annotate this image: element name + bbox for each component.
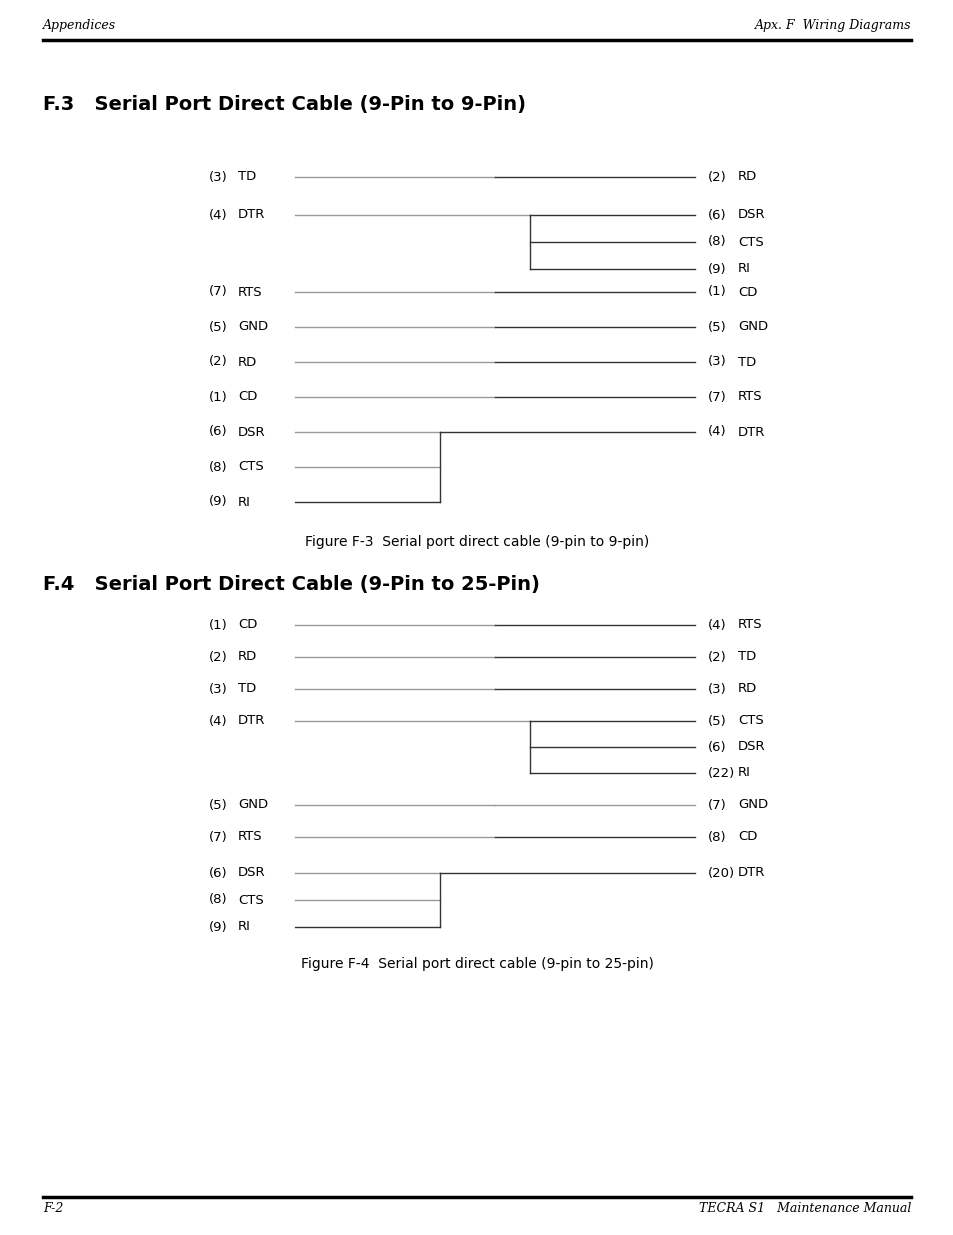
Text: GND: GND bbox=[237, 799, 268, 811]
Text: CTS: CTS bbox=[237, 461, 263, 473]
Text: CTS: CTS bbox=[738, 236, 763, 248]
Text: (1): (1) bbox=[209, 390, 228, 404]
Text: RTS: RTS bbox=[237, 285, 262, 299]
Text: (6): (6) bbox=[209, 867, 228, 879]
Text: DTR: DTR bbox=[738, 867, 764, 879]
Text: (5): (5) bbox=[707, 321, 726, 333]
Text: CTS: CTS bbox=[738, 715, 763, 727]
Text: (6): (6) bbox=[209, 426, 228, 438]
Text: (3): (3) bbox=[707, 356, 726, 368]
Text: (9): (9) bbox=[209, 920, 228, 934]
Text: F.4   Serial Port Direct Cable (9-Pin to 25-Pin): F.4 Serial Port Direct Cable (9-Pin to 2… bbox=[43, 576, 539, 594]
Text: (5): (5) bbox=[209, 799, 228, 811]
Text: RI: RI bbox=[738, 767, 750, 779]
Text: (1): (1) bbox=[209, 619, 228, 631]
Text: RD: RD bbox=[738, 683, 757, 695]
Text: F.3   Serial Port Direct Cable (9-Pin to 9-Pin): F.3 Serial Port Direct Cable (9-Pin to 9… bbox=[43, 95, 525, 114]
Text: (5): (5) bbox=[707, 715, 726, 727]
Text: DSR: DSR bbox=[237, 426, 265, 438]
Text: GND: GND bbox=[738, 321, 767, 333]
Text: (20): (20) bbox=[707, 867, 735, 879]
Text: DTR: DTR bbox=[237, 715, 265, 727]
Text: (2): (2) bbox=[209, 356, 228, 368]
Text: Figure F-3  Serial port direct cable (9-pin to 9-pin): Figure F-3 Serial port direct cable (9-p… bbox=[305, 535, 648, 550]
Text: (9): (9) bbox=[707, 263, 726, 275]
Text: (8): (8) bbox=[209, 461, 228, 473]
Text: F-2: F-2 bbox=[43, 1202, 63, 1215]
Text: (3): (3) bbox=[209, 170, 228, 184]
Text: (7): (7) bbox=[209, 285, 228, 299]
Text: (7): (7) bbox=[707, 390, 726, 404]
Text: (5): (5) bbox=[209, 321, 228, 333]
Text: (6): (6) bbox=[707, 741, 726, 753]
Text: DTR: DTR bbox=[738, 426, 764, 438]
Text: (6): (6) bbox=[707, 209, 726, 221]
Text: (2): (2) bbox=[707, 170, 726, 184]
Text: (7): (7) bbox=[707, 799, 726, 811]
Text: Appendices: Appendices bbox=[43, 19, 116, 32]
Text: (4): (4) bbox=[707, 426, 726, 438]
Text: (8): (8) bbox=[707, 236, 726, 248]
Text: CD: CD bbox=[738, 830, 757, 844]
Text: RTS: RTS bbox=[738, 390, 761, 404]
Text: (3): (3) bbox=[209, 683, 228, 695]
Text: (22): (22) bbox=[707, 767, 735, 779]
Text: (3): (3) bbox=[707, 683, 726, 695]
Text: (4): (4) bbox=[707, 619, 726, 631]
Text: RD: RD bbox=[237, 651, 257, 663]
Text: Apx. F  Wiring Diagrams: Apx. F Wiring Diagrams bbox=[754, 19, 910, 32]
Text: CD: CD bbox=[237, 390, 257, 404]
Text: Figure F-4  Serial port direct cable (9-pin to 25-pin): Figure F-4 Serial port direct cable (9-p… bbox=[300, 957, 653, 971]
Text: (7): (7) bbox=[209, 830, 228, 844]
Text: TD: TD bbox=[237, 683, 256, 695]
Text: CD: CD bbox=[237, 619, 257, 631]
Text: DSR: DSR bbox=[738, 741, 765, 753]
Text: (2): (2) bbox=[209, 651, 228, 663]
Text: RD: RD bbox=[237, 356, 257, 368]
Text: RTS: RTS bbox=[237, 830, 262, 844]
Text: CTS: CTS bbox=[237, 893, 263, 906]
Text: RTS: RTS bbox=[738, 619, 761, 631]
Text: DSR: DSR bbox=[738, 209, 765, 221]
Text: (9): (9) bbox=[209, 495, 228, 509]
Text: DSR: DSR bbox=[237, 867, 265, 879]
Text: (8): (8) bbox=[707, 830, 726, 844]
Text: (2): (2) bbox=[707, 651, 726, 663]
Text: GND: GND bbox=[738, 799, 767, 811]
Text: TD: TD bbox=[738, 356, 756, 368]
Text: DTR: DTR bbox=[237, 209, 265, 221]
Text: (8): (8) bbox=[209, 893, 228, 906]
Text: TD: TD bbox=[738, 651, 756, 663]
Text: (4): (4) bbox=[209, 715, 228, 727]
Text: RI: RI bbox=[738, 263, 750, 275]
Text: RD: RD bbox=[738, 170, 757, 184]
Text: CD: CD bbox=[738, 285, 757, 299]
Text: GND: GND bbox=[237, 321, 268, 333]
Text: RI: RI bbox=[237, 920, 251, 934]
Text: TECRA S1   Maintenance Manual: TECRA S1 Maintenance Manual bbox=[698, 1202, 910, 1215]
Text: (4): (4) bbox=[209, 209, 228, 221]
Text: TD: TD bbox=[237, 170, 256, 184]
Text: RI: RI bbox=[237, 495, 251, 509]
Text: (1): (1) bbox=[707, 285, 726, 299]
